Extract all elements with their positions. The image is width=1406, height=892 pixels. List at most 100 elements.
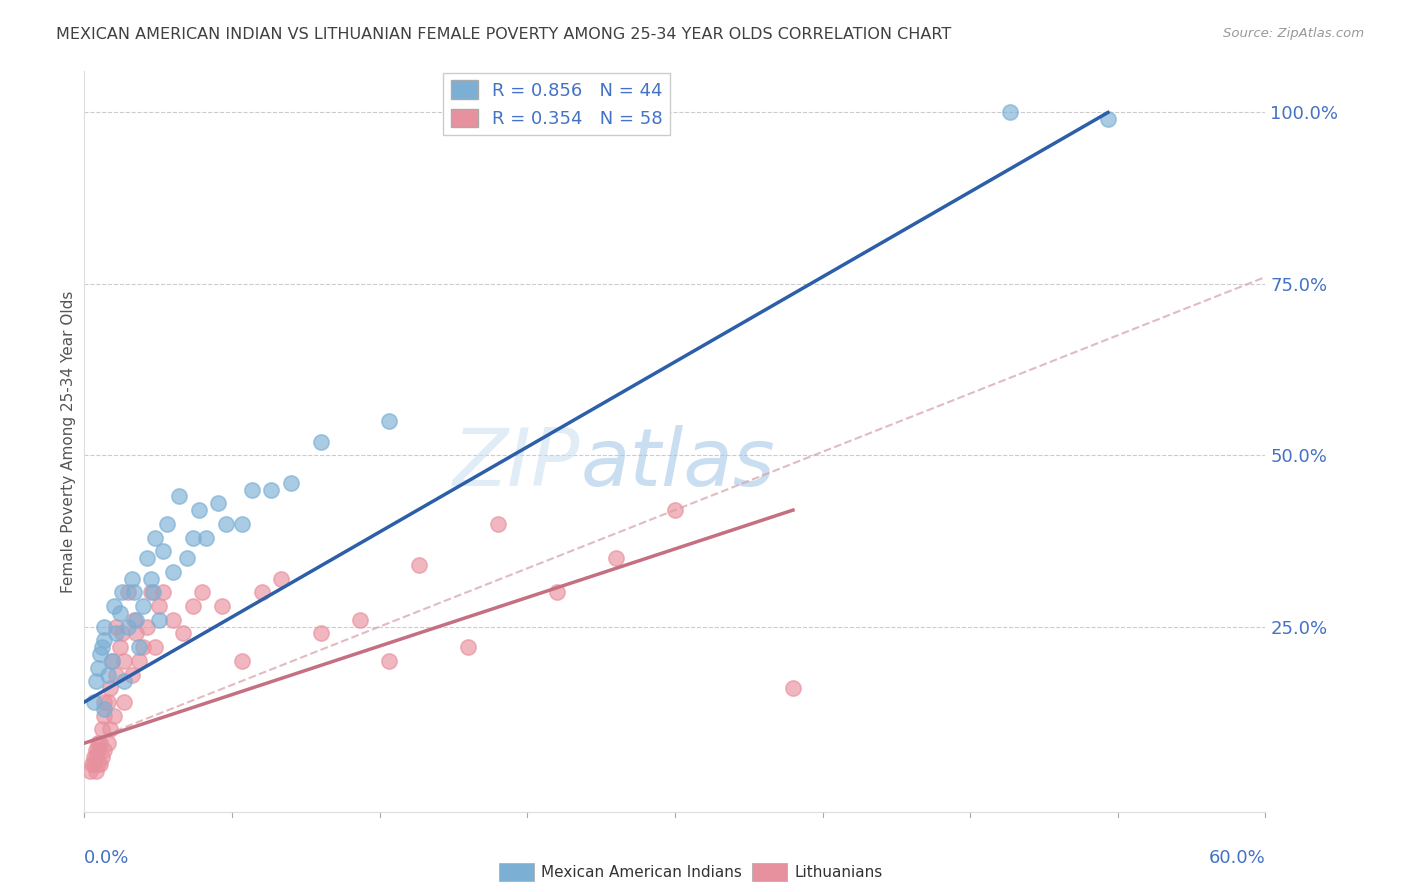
Point xyxy=(143,640,166,655)
Point xyxy=(97,736,120,750)
Point xyxy=(156,516,179,531)
Point xyxy=(124,626,146,640)
Point xyxy=(141,572,163,586)
Y-axis label: Female Poverty Among 25-34 Year Olds: Female Poverty Among 25-34 Year Olds xyxy=(60,291,76,592)
Point xyxy=(117,619,139,633)
Point xyxy=(378,654,401,668)
Point xyxy=(84,674,107,689)
Point xyxy=(83,695,105,709)
Point xyxy=(103,708,125,723)
Text: Mexican American Indians: Mexican American Indians xyxy=(541,865,742,880)
Point xyxy=(128,640,150,655)
Point xyxy=(121,572,143,586)
Point xyxy=(101,654,124,668)
Point xyxy=(82,756,104,771)
Point xyxy=(207,496,229,510)
Point xyxy=(104,619,127,633)
Point xyxy=(89,756,111,771)
Point xyxy=(93,619,115,633)
Point xyxy=(111,626,134,640)
Point xyxy=(546,585,568,599)
Point xyxy=(457,640,479,655)
Point xyxy=(84,743,107,757)
Point xyxy=(280,475,302,490)
Point xyxy=(181,599,204,613)
Point xyxy=(111,585,134,599)
Point xyxy=(195,531,218,545)
Point xyxy=(172,626,194,640)
Point xyxy=(240,483,263,497)
Point xyxy=(93,702,115,716)
Point xyxy=(101,654,124,668)
Text: 60.0%: 60.0% xyxy=(1209,849,1265,867)
Point xyxy=(132,599,155,613)
Point xyxy=(122,613,145,627)
Point xyxy=(136,619,159,633)
Point xyxy=(605,551,627,566)
Point xyxy=(104,626,127,640)
Point xyxy=(132,640,155,655)
Point xyxy=(87,736,110,750)
Point xyxy=(162,613,184,627)
Point xyxy=(152,544,174,558)
Point xyxy=(231,654,253,668)
Point xyxy=(148,599,170,613)
Point xyxy=(122,585,145,599)
Text: ZIP: ZIP xyxy=(453,425,581,503)
Point xyxy=(167,489,190,503)
Legend: R = 0.856   N = 44, R = 0.354   N = 58: R = 0.856 N = 44, R = 0.354 N = 58 xyxy=(443,73,671,136)
Point xyxy=(136,551,159,566)
Point xyxy=(98,723,121,737)
Point xyxy=(97,667,120,681)
Point xyxy=(143,531,166,545)
Point xyxy=(260,483,283,497)
Point xyxy=(91,750,114,764)
Point xyxy=(148,613,170,627)
Point xyxy=(89,647,111,661)
Point xyxy=(112,674,135,689)
Point xyxy=(270,572,292,586)
Point xyxy=(117,585,139,599)
Point xyxy=(93,743,115,757)
Point xyxy=(124,613,146,627)
Text: MEXICAN AMERICAN INDIAN VS LITHUANIAN FEMALE POVERTY AMONG 25-34 YEAR OLDS CORRE: MEXICAN AMERICAN INDIAN VS LITHUANIAN FE… xyxy=(56,27,952,42)
Point xyxy=(408,558,430,572)
Point xyxy=(91,723,114,737)
Point xyxy=(782,681,804,696)
Point xyxy=(211,599,233,613)
Point xyxy=(1097,112,1119,127)
Point xyxy=(378,414,401,428)
Point xyxy=(103,599,125,613)
Point xyxy=(141,585,163,599)
Point xyxy=(93,708,115,723)
Text: 0.0%: 0.0% xyxy=(84,849,129,867)
Point xyxy=(664,503,686,517)
Point xyxy=(84,764,107,778)
Point xyxy=(91,640,114,655)
Point xyxy=(108,640,131,655)
Point xyxy=(97,695,120,709)
Point xyxy=(108,606,131,620)
Point xyxy=(87,756,110,771)
Point xyxy=(104,667,127,681)
Point xyxy=(349,613,371,627)
Point xyxy=(152,585,174,599)
Point xyxy=(93,633,115,648)
Text: atlas: atlas xyxy=(581,425,775,503)
Point xyxy=(191,585,214,599)
Text: Lithuanians: Lithuanians xyxy=(794,865,883,880)
Text: Source: ZipAtlas.com: Source: ZipAtlas.com xyxy=(1223,27,1364,40)
Point xyxy=(87,661,110,675)
Point xyxy=(98,681,121,696)
Point xyxy=(176,551,198,566)
Point xyxy=(93,695,115,709)
Point xyxy=(486,516,509,531)
Point xyxy=(79,764,101,778)
Point xyxy=(998,105,1021,120)
Point xyxy=(231,516,253,531)
Point xyxy=(162,565,184,579)
Point xyxy=(84,750,107,764)
Point xyxy=(309,434,332,449)
Point xyxy=(142,585,165,599)
Point xyxy=(112,654,135,668)
